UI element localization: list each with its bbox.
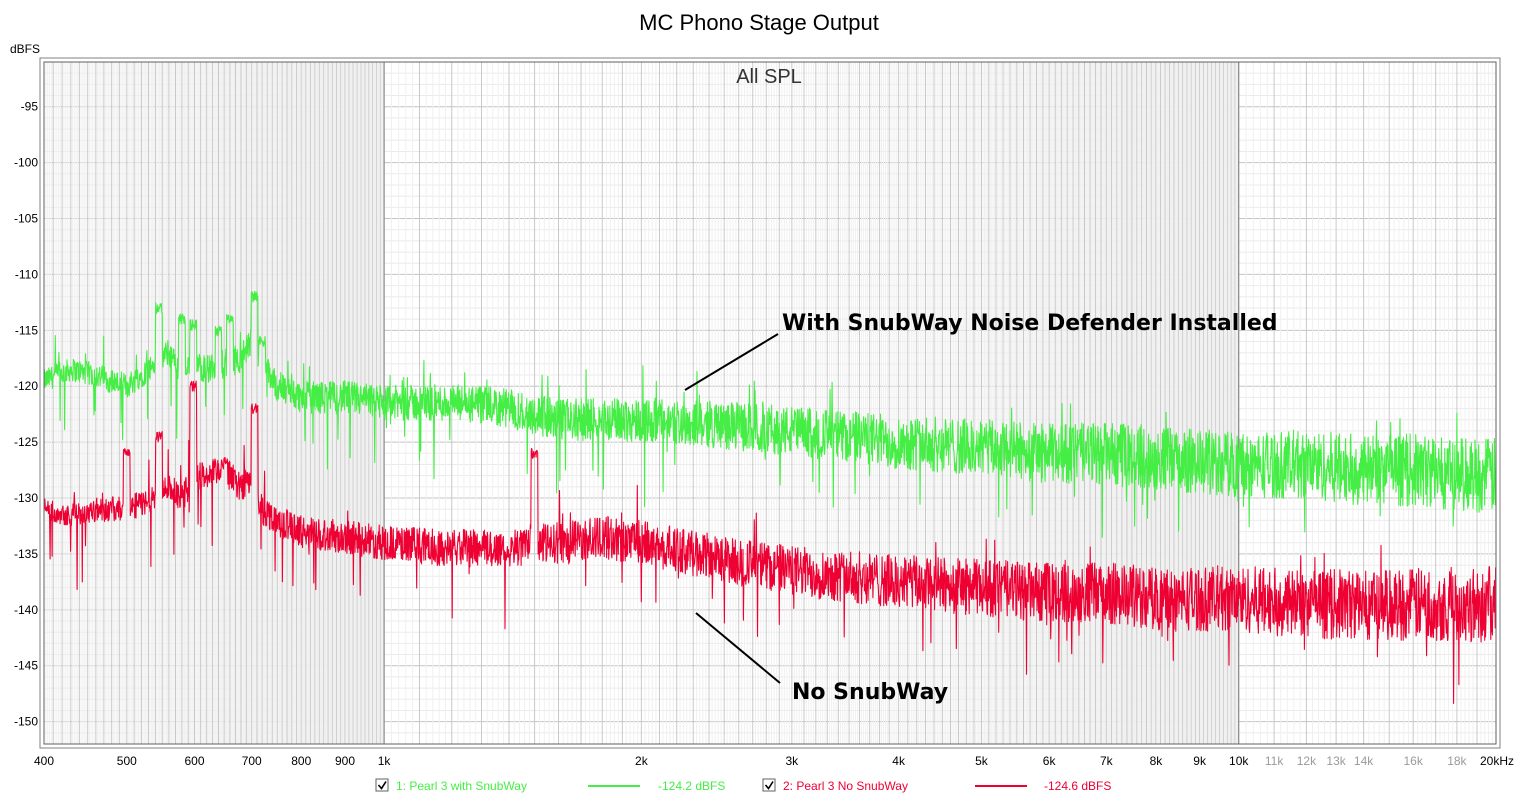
annotation-with-snubway: With SnubWay Noise Defender Installed bbox=[782, 311, 1278, 336]
x-tick-label: 700 bbox=[242, 754, 262, 768]
legend: 1: Pearl 3 with SnubWay -124.2 dBFS 2: P… bbox=[375, 778, 1111, 793]
x-tick-label: 16k bbox=[1403, 754, 1423, 768]
y-tick-label: -105 bbox=[14, 212, 38, 226]
x-tick-label: 6k bbox=[1043, 754, 1057, 768]
plot-frame bbox=[43, 61, 1497, 745]
x-tick-label: 7k bbox=[1100, 754, 1114, 768]
annotation-arrow-with-snubway bbox=[684, 333, 779, 391]
chart-subtitle: All SPL bbox=[736, 66, 802, 88]
annotation-no-snubway: No SnubWay bbox=[792, 680, 948, 705]
x-tick-label: 1k bbox=[378, 754, 392, 768]
y-tick-label: -125 bbox=[14, 435, 38, 449]
y-tick-label: -100 bbox=[14, 156, 38, 170]
x-tick-label: 13k bbox=[1326, 754, 1346, 768]
x-tick-label: 18k bbox=[1447, 754, 1467, 768]
x-tick-label: 900 bbox=[335, 754, 355, 768]
series-layer bbox=[43, 290, 1497, 704]
x-tick-label: 2k bbox=[635, 754, 649, 768]
y-tick-label: -130 bbox=[14, 491, 38, 505]
annotation-arrow-no-snubway bbox=[695, 612, 781, 684]
x-tick-label: 400 bbox=[34, 754, 54, 768]
checkmark-icon bbox=[764, 781, 774, 790]
y-tick-label: -95 bbox=[21, 100, 39, 114]
x-tick-label: 10k bbox=[1229, 754, 1249, 768]
x-tick-label: 500 bbox=[117, 754, 137, 768]
legend-value-series-1: -124.2 dBFS bbox=[658, 779, 725, 793]
series-line-1 bbox=[43, 290, 1497, 538]
legend-value-series-2: -124.6 dBFS bbox=[1044, 779, 1111, 793]
x-tick-label: 800 bbox=[291, 754, 311, 768]
y-tick-label: -150 bbox=[14, 715, 38, 729]
y-tick-label: -120 bbox=[14, 379, 38, 393]
x-tick-label: 12k bbox=[1297, 754, 1317, 768]
x-tick-label: 600 bbox=[184, 754, 204, 768]
x-tick-label: 4k bbox=[892, 754, 906, 768]
x-tick-label: 8k bbox=[1150, 754, 1164, 768]
y-tick-label: -145 bbox=[14, 659, 38, 673]
y-tick-label: -115 bbox=[15, 323, 38, 337]
x-tick-label: 9k bbox=[1193, 754, 1207, 768]
annotation-layer: With SnubWay Noise Defender Installed No… bbox=[684, 311, 1278, 705]
series-line-2 bbox=[43, 380, 1497, 704]
y-axis-unit: dBFS bbox=[10, 42, 40, 56]
x-tick-label: 3k bbox=[786, 754, 800, 768]
y-tick-label: -140 bbox=[14, 603, 38, 617]
y-tick-label: -110 bbox=[15, 267, 38, 281]
x-tick-label: 5k bbox=[975, 754, 989, 768]
x-axis-ticks: 400 500 600 700 800 900 1k 2k 3k 4k 5k 6k 7k 8k 9k 10k 1… bbox=[34, 754, 1514, 768]
x-tick-label: 11k bbox=[1265, 754, 1284, 768]
legend-label-series-1: 1: Pearl 3 with SnubWay bbox=[396, 779, 527, 793]
y-tick-label: -135 bbox=[14, 547, 38, 561]
x-tick-label: 14k bbox=[1354, 754, 1374, 768]
checkmark-icon bbox=[377, 781, 387, 790]
chart-title: MC Phono Stage Output bbox=[639, 10, 879, 35]
legend-item-series-1[interactable]: 1: Pearl 3 with SnubWay -124.2 dBFS bbox=[375, 778, 725, 793]
legend-label-series-2: 2: Pearl 3 No SnubWay bbox=[783, 779, 908, 793]
legend-item-series-2[interactable]: 2: Pearl 3 No SnubWay -124.6 dBFS bbox=[762, 778, 1111, 793]
x-tick-label: 20kHz bbox=[1480, 754, 1514, 768]
y-axis-ticks: -95 -100 -105 -110 -115 -120 -125 -130 -135 -140 -… bbox=[14, 100, 38, 729]
